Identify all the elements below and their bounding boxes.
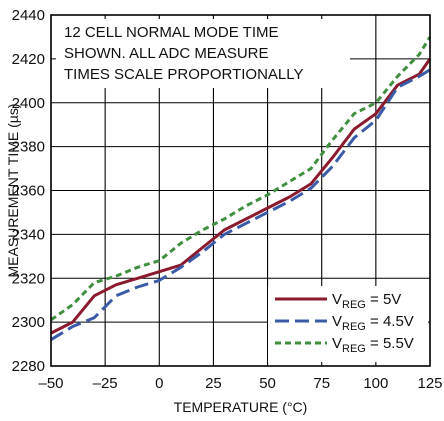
y-axis-title: MEASUREMENT TIME (µs): [5, 103, 21, 277]
series-line-0: [50, 58, 432, 335]
y-tick-label: 2400: [12, 95, 45, 112]
x-tick-label: 100: [363, 375, 388, 392]
x-tick-label: 75: [313, 375, 330, 392]
y-tick-label: 2360: [12, 183, 45, 200]
y-tick-label: 2300: [12, 314, 45, 331]
annotation-line: TIMES SCALE PROPORTIONALLY: [64, 66, 304, 83]
annotation-line: SHOWN. ALL ADC MEASURE: [64, 45, 269, 62]
series-layer: [50, 36, 432, 341]
x-tick-label: –50: [38, 375, 63, 392]
legend-label-2: VREG = 5.5V: [332, 335, 414, 355]
x-tick-label: 25: [205, 375, 222, 392]
x-tick-label: 50: [259, 375, 276, 392]
y-tick-label: 2420: [12, 51, 45, 68]
plot-frame: [50, 14, 431, 367]
series-line-2: [50, 36, 432, 322]
legend-label-0: VREG = 5V: [332, 291, 401, 311]
annotation-line: 12 CELL NORMAL MODE TIME: [64, 24, 279, 41]
x-tick-label: 0: [155, 375, 163, 392]
x-tick-label: –25: [93, 375, 118, 392]
y-tick-label: 2280: [12, 358, 45, 375]
x-tick-labels: –50 –25 0 25 50 75 100 125: [38, 375, 442, 392]
x-tick-label: 125: [417, 375, 442, 392]
y-tick-labels: 2280 2300 2320 2340 2360 2380 2400 2420 2440: [12, 7, 45, 375]
y-tick-label: 2340: [12, 226, 45, 243]
annotation-background: [56, 19, 350, 88]
y-tick-label: 2320: [12, 270, 45, 287]
y-tick-label: 2380: [12, 139, 45, 156]
legend-label-1: VREG = 4.5V: [332, 313, 414, 333]
y-tick-label: 2440: [12, 7, 45, 24]
series-line-1: [50, 68, 431, 341]
annotation: 12 CELL NORMAL MODE TIME SHOWN. ALL ADC M…: [56, 19, 350, 88]
x-axis-title: TEMPERATURE (°C): [174, 399, 308, 415]
